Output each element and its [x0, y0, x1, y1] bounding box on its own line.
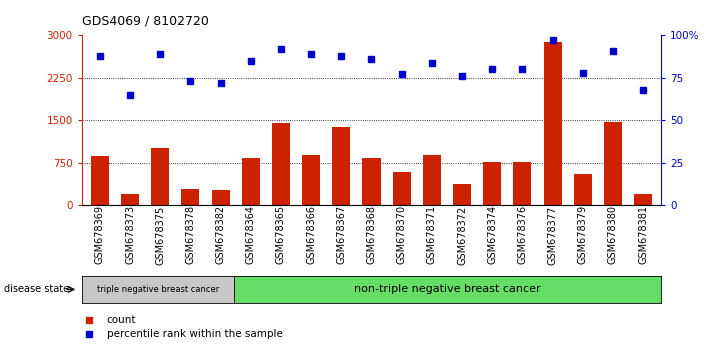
Text: GSM678366: GSM678366 [306, 205, 316, 264]
Bar [634, 194, 652, 205]
Text: disease state: disease state [4, 284, 69, 295]
Text: GSM678377: GSM678377 [547, 205, 557, 264]
Bar [453, 184, 471, 205]
Text: percentile rank within the sample: percentile rank within the sample [107, 329, 282, 339]
Text: GSM678373: GSM678373 [125, 205, 135, 264]
Text: GSM678380: GSM678380 [608, 205, 618, 264]
Bar [302, 155, 320, 205]
Text: GSM678382: GSM678382 [215, 205, 225, 264]
Bar [151, 148, 169, 205]
Bar [242, 158, 260, 205]
Bar [272, 123, 290, 205]
Text: GSM678375: GSM678375 [155, 205, 165, 264]
Bar [423, 155, 441, 205]
Text: non-triple negative breast cancer: non-triple negative breast cancer [354, 284, 541, 295]
Text: GSM678370: GSM678370 [397, 205, 407, 264]
Text: GDS4069 / 8102720: GDS4069 / 8102720 [82, 14, 208, 27]
Bar [363, 158, 380, 205]
Bar [181, 189, 200, 205]
Text: GSM678367: GSM678367 [336, 205, 346, 264]
Bar [513, 162, 531, 205]
Text: GSM678376: GSM678376 [518, 205, 528, 264]
Text: GSM678381: GSM678381 [638, 205, 648, 264]
Bar [212, 190, 230, 205]
Bar [121, 194, 139, 205]
Bar [604, 122, 622, 205]
Text: triple negative breast cancer: triple negative breast cancer [97, 285, 219, 294]
Text: GSM678365: GSM678365 [276, 205, 286, 264]
Text: count: count [107, 315, 136, 325]
Text: GSM678378: GSM678378 [186, 205, 196, 264]
Bar [392, 172, 411, 205]
Text: GSM678364: GSM678364 [246, 205, 256, 264]
Text: GSM678368: GSM678368 [366, 205, 377, 264]
Text: GSM678379: GSM678379 [578, 205, 588, 264]
Bar [91, 156, 109, 205]
Bar [483, 162, 501, 205]
Text: GSM678374: GSM678374 [487, 205, 497, 264]
Bar [543, 42, 562, 205]
Text: GSM678371: GSM678371 [427, 205, 437, 264]
Text: GSM678372: GSM678372 [457, 205, 467, 264]
Bar [574, 174, 592, 205]
Text: GSM678369: GSM678369 [95, 205, 105, 264]
Bar [332, 127, 351, 205]
